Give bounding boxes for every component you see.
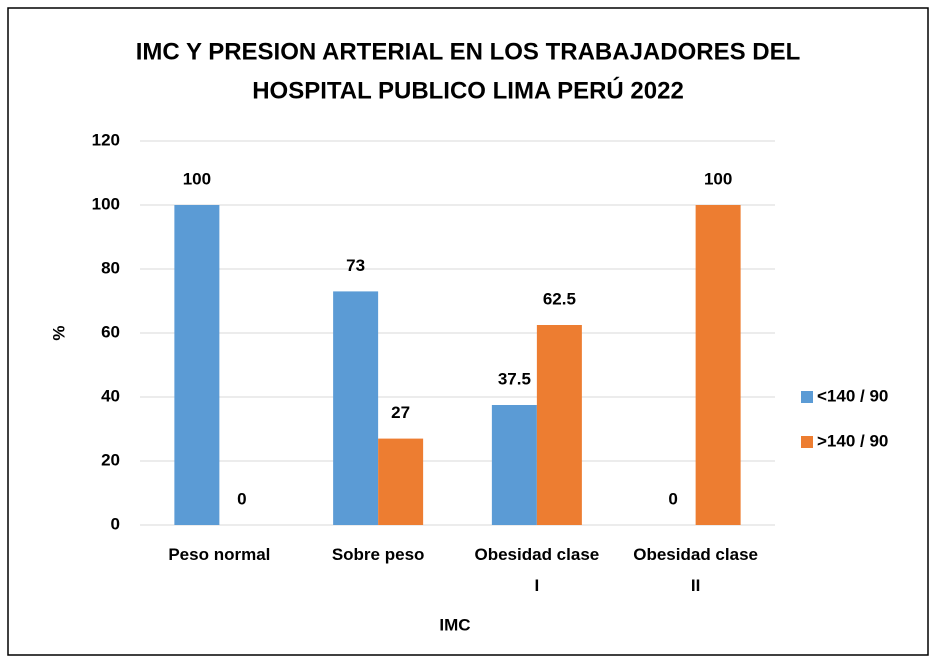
data-label: 73 (346, 256, 365, 275)
legend-swatch (801, 391, 813, 403)
data-label: 100 (183, 169, 211, 188)
chart-border (7, 7, 929, 656)
data-label: 0 (237, 489, 246, 508)
y-tick-label: 80 (101, 258, 120, 277)
x-tick-label: Sobre peso (332, 545, 425, 564)
bar (333, 291, 379, 525)
x-tick-label: Peso normal (168, 545, 270, 564)
bar (536, 325, 582, 525)
chart-title: IMC Y PRESION ARTERIAL EN LOS TRABAJADOR… (136, 38, 801, 65)
x-axis-title: IMC (439, 615, 470, 634)
legend-label: <140 / 90 (817, 386, 888, 405)
data-label: 27 (391, 403, 410, 422)
bar (491, 405, 537, 525)
bar (174, 205, 220, 525)
data-label: 100 (704, 169, 732, 188)
legend-label: >140 / 90 (817, 431, 888, 450)
data-label: 0 (668, 489, 677, 508)
y-tick-label: 40 (101, 386, 120, 405)
y-tick-label: 120 (92, 130, 120, 149)
bar (695, 205, 741, 525)
chart-title: HOSPITAL PUBLICO LIMA PERÚ 2022 (252, 76, 684, 104)
y-tick-label: 60 (101, 322, 120, 341)
y-tick-label: 20 (101, 450, 120, 469)
x-tick-label: Obesidad clase I (475, 545, 600, 595)
y-axis-title: % (49, 325, 68, 340)
bar (378, 438, 424, 525)
data-label: 62.5 (543, 289, 576, 308)
legend-swatch (801, 436, 813, 448)
data-label: 37.5 (498, 369, 531, 388)
y-tick-label: 100 (92, 194, 120, 213)
y-tick-label: 0 (111, 514, 120, 533)
x-tick-label: Obesidad clase II (633, 545, 758, 595)
